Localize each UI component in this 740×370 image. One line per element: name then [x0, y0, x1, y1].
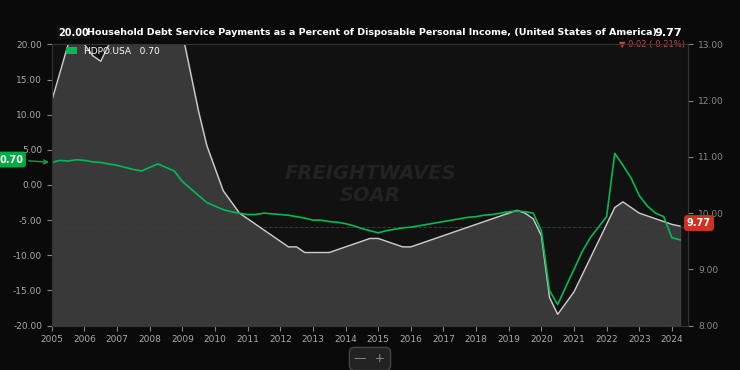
Text: 0.70: 0.70 — [0, 155, 47, 165]
Text: ▼ 0.02 (-0.21%): ▼ 0.02 (-0.21%) — [619, 40, 685, 49]
Text: 9.77: 9.77 — [654, 27, 682, 37]
Text: Household Debt Service Payments as a Percent of Disposable Personal Income, (Uni: Household Debt Service Payments as a Per… — [87, 27, 657, 37]
Text: 20.00: 20.00 — [58, 27, 89, 37]
Text: 9.77: 9.77 — [687, 218, 711, 228]
Text: FREIGHTWAVES
SOAR: FREIGHTWAVES SOAR — [284, 165, 456, 205]
Text: —  +: — + — [354, 352, 386, 366]
Legend: HDPO.USA   0.70: HDPO.USA 0.70 — [63, 43, 164, 60]
